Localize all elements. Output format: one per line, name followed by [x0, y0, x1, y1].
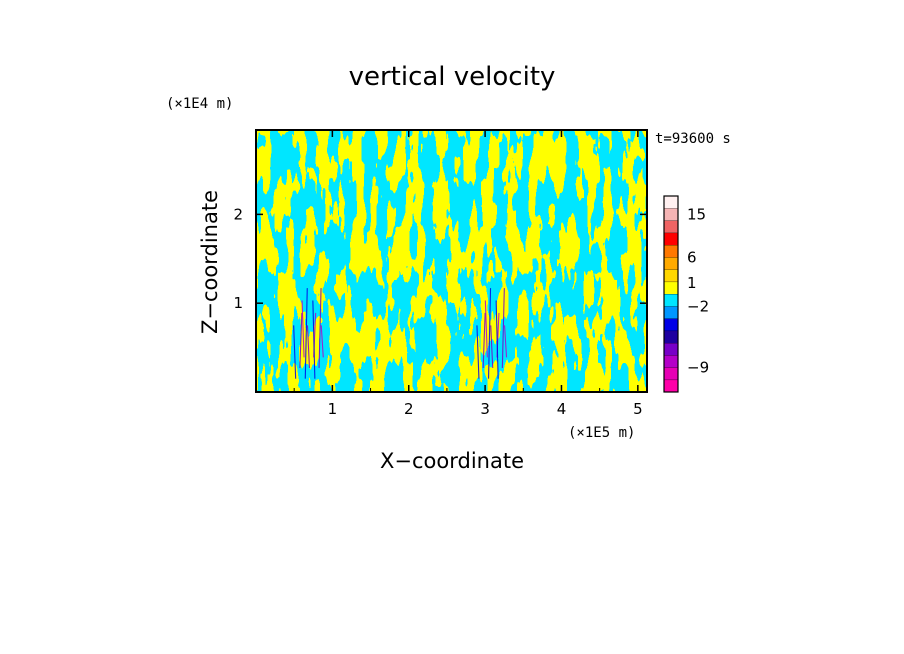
colorbar-frame	[663, 195, 679, 393]
plume-streak	[301, 300, 305, 358]
colorbar-tick-label: 1	[687, 274, 697, 292]
colorbar-swatch	[664, 269, 678, 282]
colorbar-tick-label: 6	[687, 248, 697, 266]
plot-frame	[255, 129, 648, 393]
x-tick-label: 1	[328, 400, 338, 418]
y-axis-ticks: 12	[233, 205, 647, 312]
colorbar-tick-label: −2	[687, 297, 709, 315]
contour-field	[256, 130, 647, 392]
x-tick-label: 2	[404, 400, 414, 418]
colorbar-tick-label: −9	[687, 359, 709, 377]
chart-title: vertical velocity	[349, 62, 556, 92]
y-tick-label: 1	[233, 294, 243, 312]
x-tick-label: 5	[633, 400, 643, 418]
plume-streak	[293, 325, 297, 379]
x-tick-label: 3	[480, 400, 490, 418]
colorbar-swatch	[664, 196, 678, 209]
colorbar: 15 6 1 −2 −9	[663, 195, 709, 393]
colorbar-swatch	[664, 367, 678, 380]
plume-streak	[306, 325, 311, 369]
colorbar-swatch	[664, 343, 678, 356]
x-tick-label: 4	[557, 400, 567, 418]
x-axis-label: X−coordinate	[380, 449, 524, 473]
x-axis-ticks: 1 2 3 4 5	[293, 130, 643, 418]
colorbar-swatch	[664, 330, 678, 343]
plume-streak	[476, 325, 480, 379]
plume-streak	[487, 288, 492, 379]
y-axis-label: Z−coordinate	[198, 190, 222, 334]
plume-streak	[320, 325, 324, 358]
plume-streak	[495, 300, 499, 379]
plume-streak	[312, 300, 316, 379]
plume-streak	[503, 325, 508, 358]
time-label: t=93600 s	[655, 131, 731, 147]
colorbar-swatch	[664, 318, 678, 331]
x-unit-label: (×1E5 m)	[568, 425, 635, 441]
field-pattern	[256, 130, 647, 392]
colorbar-swatch	[664, 379, 678, 392]
colorbar-swatch	[664, 281, 678, 294]
colorbar-swatch	[664, 257, 678, 270]
y-unit-label: (×1E4 m)	[166, 96, 233, 112]
plume-streak	[482, 312, 486, 369]
colorbar-swatch	[664, 294, 678, 307]
plume-streak	[299, 312, 303, 369]
colorbar-swatch	[664, 220, 678, 233]
colorbar-swatch	[664, 232, 678, 245]
colorbar-swatch	[664, 245, 678, 258]
y-tick-label: 2	[233, 205, 243, 223]
plume-streak	[484, 300, 488, 358]
colorbar-swatch	[664, 306, 678, 319]
colorbar-tick-label: 15	[687, 205, 706, 223]
colorbar-swatch	[664, 355, 678, 368]
plume-streak	[501, 288, 505, 369]
plume-streak	[490, 325, 494, 369]
plume-streak	[318, 288, 322, 369]
colorbar-swatch	[664, 208, 678, 221]
plume-streak	[304, 288, 308, 379]
